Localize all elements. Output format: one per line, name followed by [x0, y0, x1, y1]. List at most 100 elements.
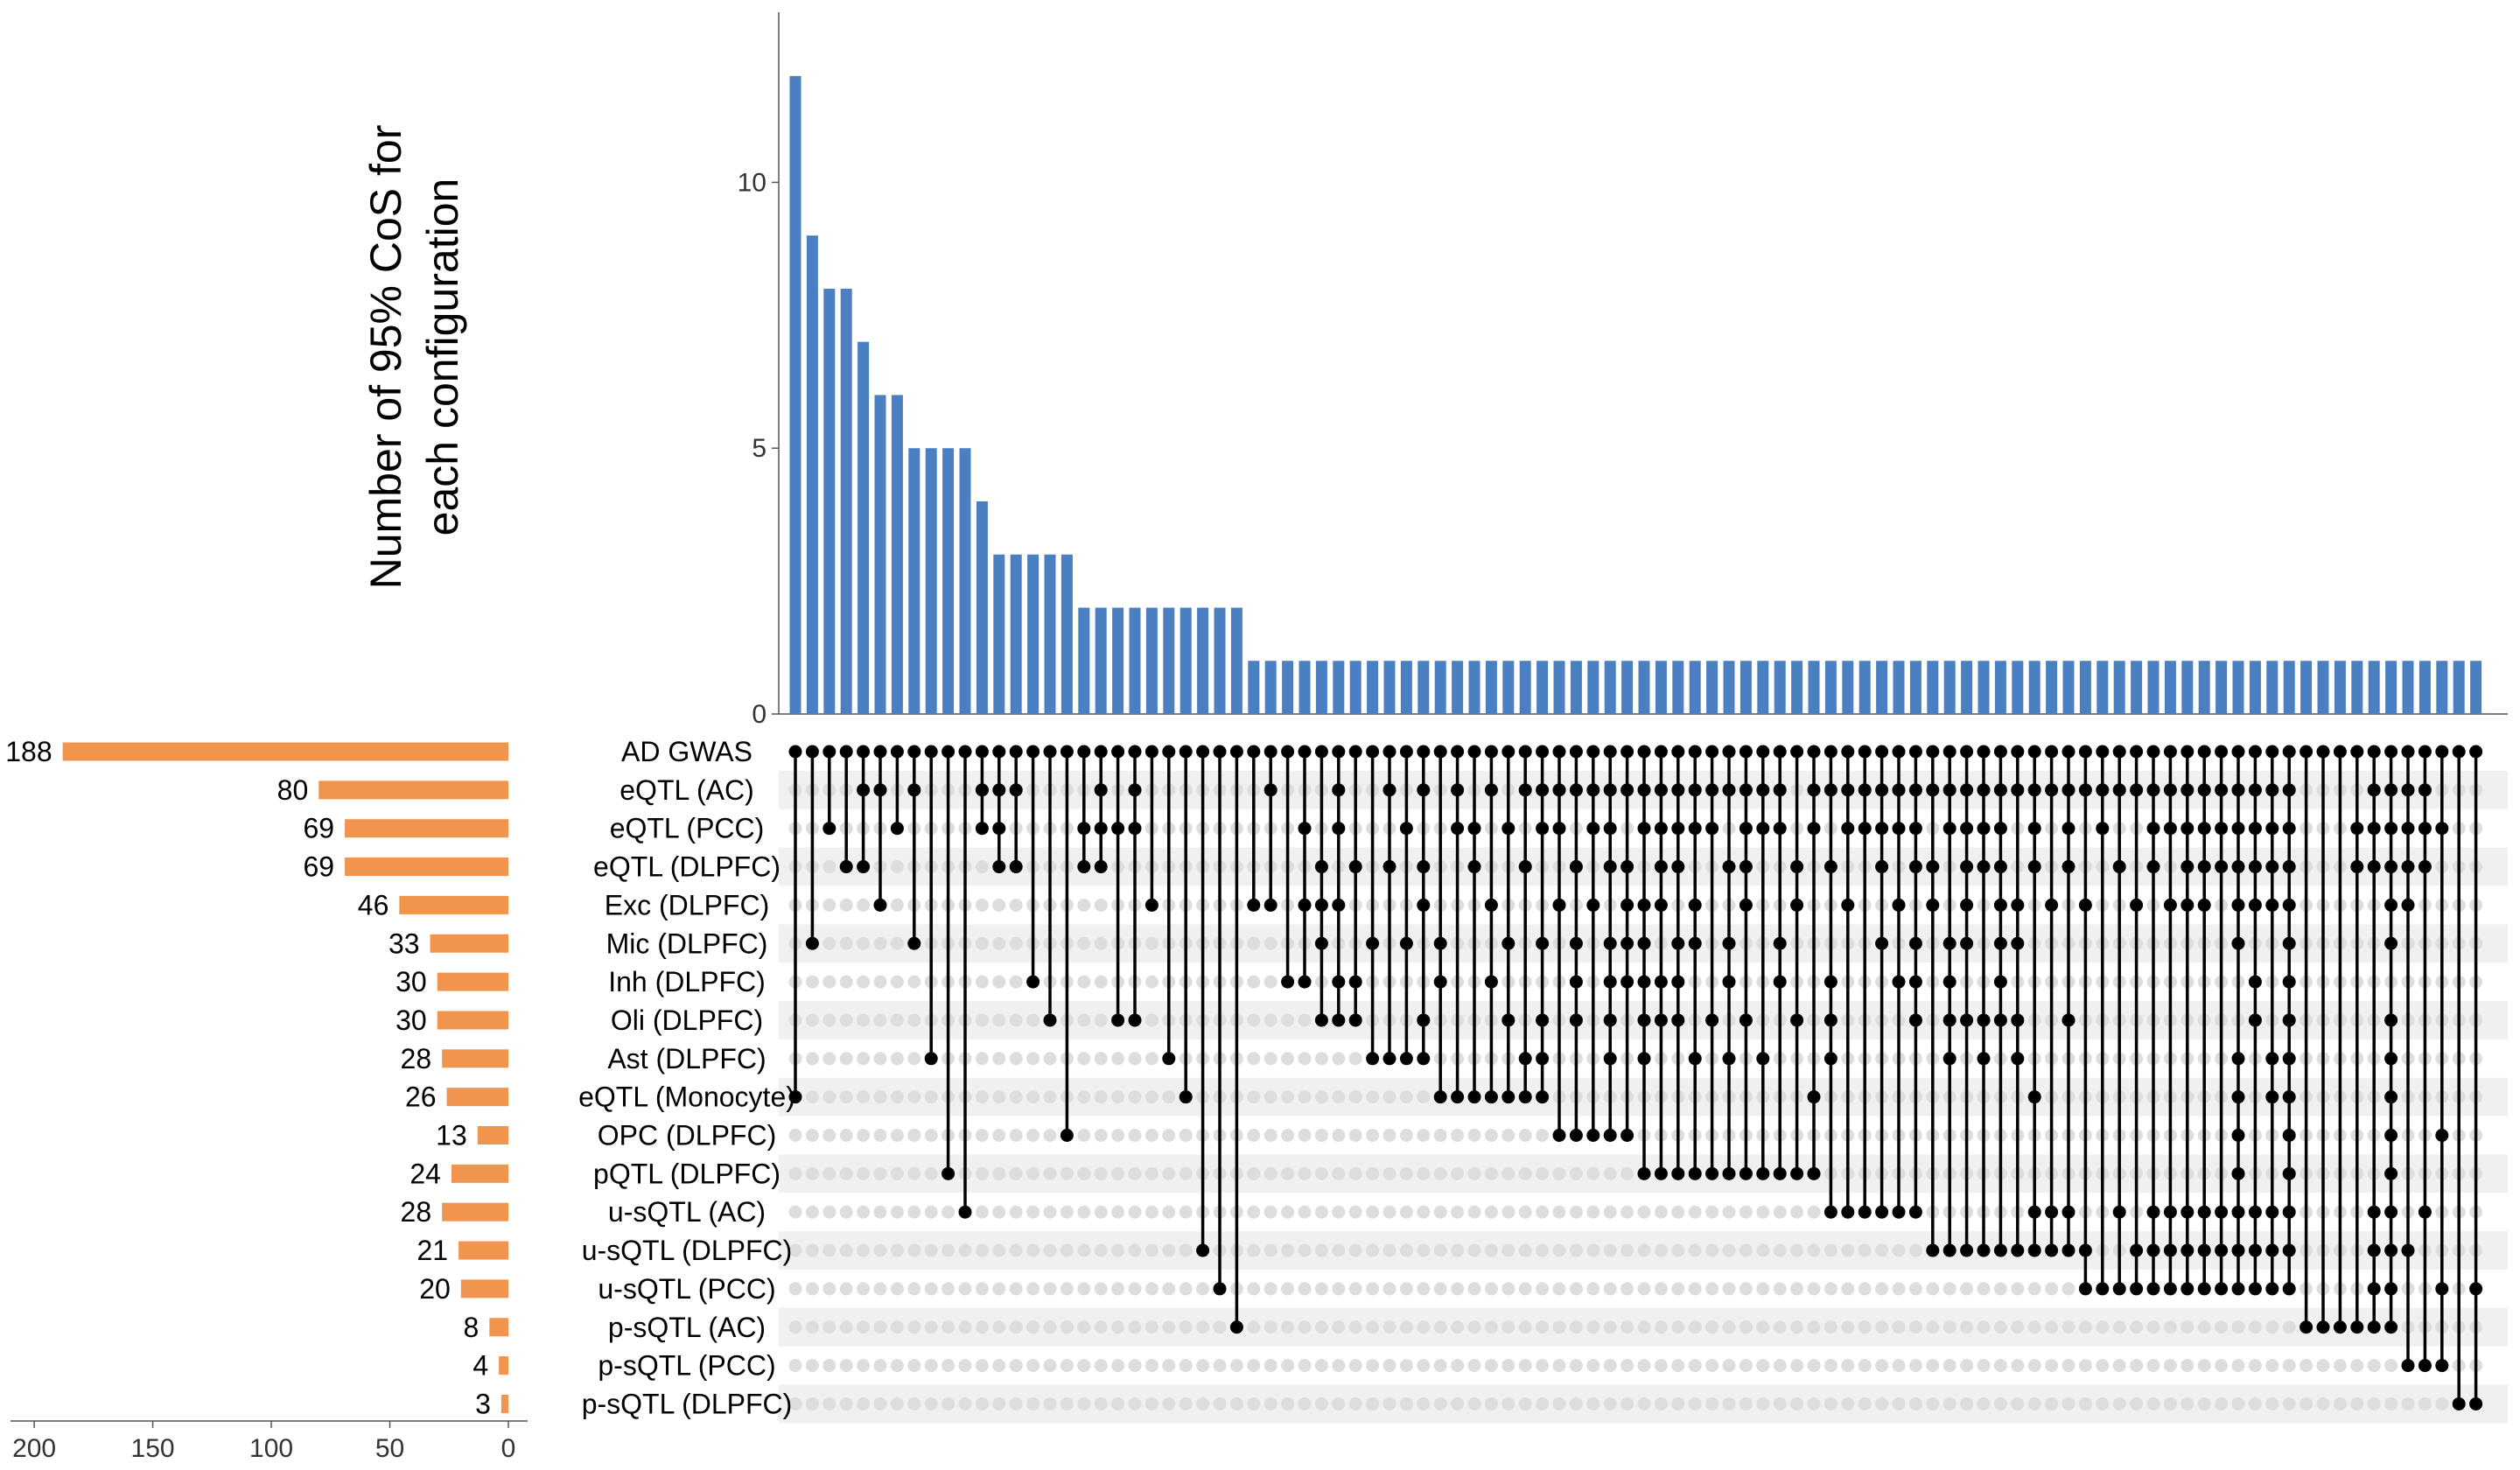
matrix-dot-inactive	[1298, 1243, 1312, 1257]
matrix-dot-active	[2062, 822, 2076, 836]
matrix-dot-inactive	[1977, 1320, 1991, 1334]
matrix-dot-inactive	[1654, 1396, 1668, 1410]
matrix-dot-inactive	[1908, 1359, 1922, 1373]
matrix-dot-active	[2367, 783, 2381, 797]
matrix-dot-inactive	[1009, 1090, 1023, 1104]
intersection-bar	[2418, 661, 2431, 714]
matrix-dot-active	[1484, 1090, 1498, 1104]
matrix-dot-inactive	[2248, 1359, 2262, 1373]
matrix-dot-inactive	[1399, 1282, 1413, 1296]
matrix-dot-inactive	[1399, 1205, 1413, 1219]
matrix-dot-inactive	[839, 1320, 853, 1334]
matrix-dot-active	[1502, 1090, 1516, 1104]
matrix-dot-active	[907, 783, 921, 797]
matrix-dot-active	[2384, 1013, 2398, 1027]
matrix-dot-active	[2146, 1243, 2160, 1257]
matrix-dot-active	[1841, 783, 1855, 797]
matrix-dot-inactive	[1502, 1282, 1516, 1296]
set-size-bar	[477, 1126, 508, 1144]
matrix-dot-inactive	[1892, 1396, 1906, 1410]
intersection-bar	[1383, 661, 1396, 714]
matrix-dot-inactive	[1603, 1166, 1617, 1180]
matrix-dot-inactive	[2011, 1320, 2025, 1334]
matrix-dot-inactive	[907, 1282, 921, 1296]
matrix-dot-active	[1179, 745, 1193, 759]
matrix-dot-active	[2062, 1013, 2076, 1027]
matrix-dot-active	[873, 898, 887, 912]
matrix-dot-inactive	[924, 1320, 938, 1334]
matrix-dot-inactive	[1586, 1282, 1600, 1296]
matrix-dot-inactive	[2112, 1320, 2126, 1334]
matrix-dot-inactive	[1637, 1359, 1651, 1373]
matrix-dot-inactive	[1502, 1205, 1516, 1219]
matrix-dot-inactive	[890, 1320, 904, 1334]
matrix-dot-inactive	[1858, 1396, 1872, 1410]
matrix-dot-active	[1247, 745, 1261, 759]
matrix-dot-inactive	[1552, 1243, 1566, 1257]
set-size-bar	[442, 1049, 508, 1068]
matrix-dot-inactive	[1281, 1282, 1295, 1296]
matrix-dot-inactive	[1026, 1320, 1040, 1334]
intersection-bar	[789, 75, 802, 715]
set-size-bar	[345, 858, 508, 877]
matrix-dot-active	[2062, 745, 2076, 759]
matrix-dot-inactive	[1026, 1205, 1040, 1219]
matrix-dot-active	[1144, 745, 1158, 759]
matrix-dot-inactive	[1417, 1359, 1431, 1373]
intersection-bar	[1452, 661, 1464, 714]
intersection-bar	[2198, 661, 2210, 714]
matrix-dot-active	[2231, 1205, 2245, 1219]
matrix-dot-active	[2197, 1282, 2211, 1296]
matrix-dot-inactive	[975, 936, 989, 950]
set-size-value-label: 20	[419, 1273, 451, 1305]
matrix-dot-active	[1688, 1166, 1702, 1180]
matrix-dot-inactive	[1722, 1205, 1736, 1219]
matrix-dot-inactive	[1705, 1359, 1719, 1373]
set-size-value-label: 28	[401, 1196, 432, 1228]
matrix-dot-inactive	[1009, 1396, 1023, 1410]
matrix-dot-active	[1790, 860, 1804, 874]
matrix-dot-inactive	[2062, 1359, 2076, 1373]
matrix-dot-active	[1264, 898, 1278, 912]
matrix-dot-inactive	[924, 1396, 938, 1410]
matrix-dot-inactive	[1892, 1243, 1906, 1257]
matrix-dot-inactive	[1144, 1052, 1158, 1066]
matrix-dot-inactive	[822, 1396, 836, 1410]
matrix-dot-active	[890, 822, 904, 836]
matrix-dot-inactive	[1688, 1320, 1702, 1334]
matrix-dot-active	[1908, 822, 1922, 836]
matrix-dot-active	[942, 1166, 956, 1180]
matrix-dot-active	[2231, 898, 2245, 912]
matrix-dot-active	[2231, 1166, 2245, 1180]
matrix-dot-active	[839, 745, 853, 759]
matrix-dot-active	[2384, 745, 2398, 759]
matrix-dot-inactive	[1942, 1320, 1956, 1334]
matrix-dot-inactive	[1484, 1205, 1498, 1219]
matrix-dot-inactive	[1807, 1320, 1821, 1334]
matrix-dot-inactive	[1484, 1166, 1498, 1180]
matrix-dot-active	[1671, 936, 1685, 950]
matrix-dot-active	[1552, 1129, 1566, 1142]
matrix-dot-active	[1451, 745, 1465, 759]
matrix-dot-inactive	[822, 860, 836, 874]
matrix-dot-active	[1620, 745, 1634, 759]
set-size-value-label: 28	[401, 1043, 432, 1074]
matrix-dot-inactive	[1060, 1282, 1074, 1296]
intersection-bar	[2249, 661, 2261, 714]
matrix-dot-active	[2146, 1205, 2160, 1219]
matrix-dot-active	[1960, 898, 1974, 912]
matrix-dot-active	[1671, 1013, 1685, 1027]
matrix-dot-inactive	[1960, 1359, 1974, 1373]
matrix-dot-active	[1705, 783, 1719, 797]
matrix-dot-active	[788, 1090, 802, 1104]
matrix-dot-inactive	[2180, 1396, 2194, 1410]
matrix-dot-inactive	[1654, 1359, 1668, 1373]
matrix-dot-inactive	[975, 975, 989, 989]
matrix-dot-inactive	[1536, 1359, 1550, 1373]
matrix-dot-active	[2011, 1243, 2025, 1257]
matrix-dot-active	[2180, 1243, 2194, 1257]
matrix-dot-inactive	[2265, 1320, 2279, 1334]
set-size-value-label: 30	[396, 1004, 427, 1036]
matrix-dot-active	[1264, 783, 1278, 797]
intersection-bar	[2113, 661, 2125, 714]
